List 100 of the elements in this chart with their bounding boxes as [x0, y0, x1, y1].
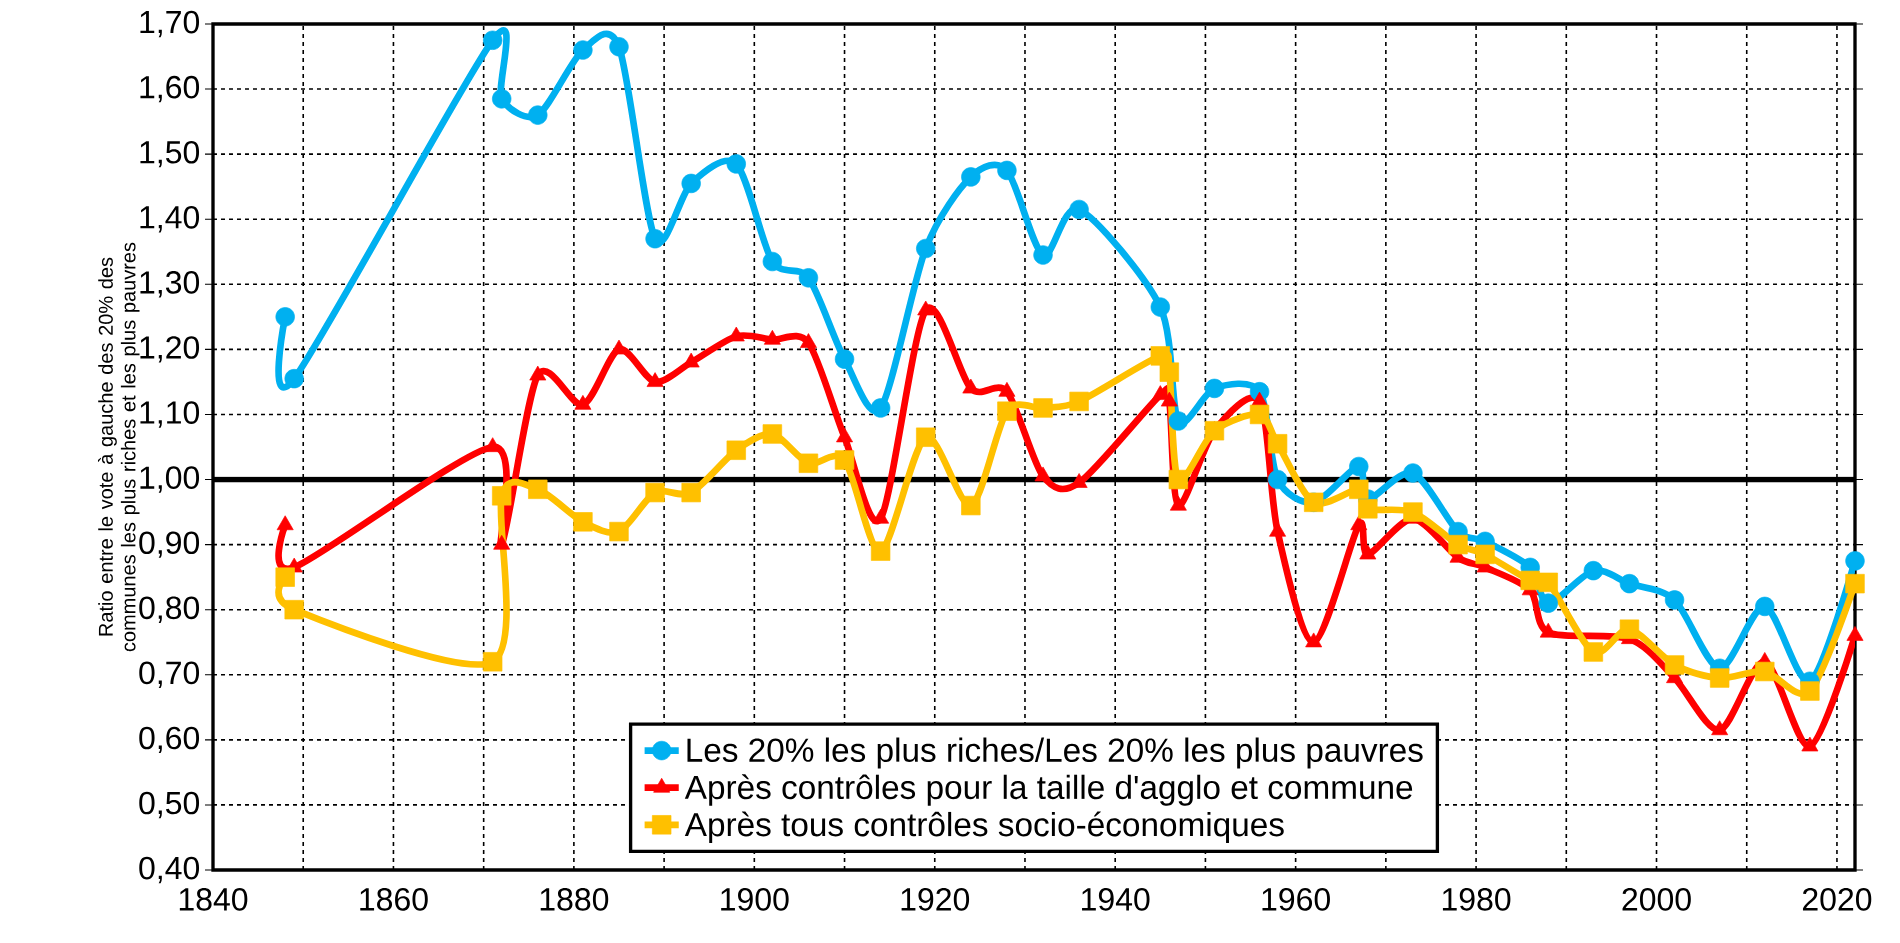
- point: [1168, 469, 1189, 490]
- point: [1801, 736, 1819, 752]
- point: [1664, 655, 1685, 675]
- y-tick-label: 0,40: [139, 856, 200, 884]
- point: [836, 427, 853, 443]
- point: [1350, 515, 1368, 531]
- point: [645, 229, 665, 249]
- point: [1448, 534, 1468, 555]
- point: [1159, 362, 1179, 382]
- point: [1846, 626, 1864, 641]
- y-tick-label: 0,60: [139, 726, 200, 754]
- y-tick-label: 1,20: [140, 336, 200, 363]
- point: [1168, 411, 1189, 431]
- point: [492, 486, 512, 506]
- y-tick-label: 1,10: [140, 401, 200, 428]
- y-tick-label: 0,70: [139, 661, 200, 688]
- point: [645, 482, 665, 503]
- x-tick-label: 1920: [901, 888, 970, 911]
- point: [681, 482, 701, 503]
- point: [492, 89, 512, 109]
- point: [1583, 642, 1604, 662]
- point: [1403, 463, 1423, 483]
- point: [1349, 479, 1369, 499]
- point: [834, 349, 855, 369]
- point: [681, 173, 701, 194]
- y-tick-label: 1,70: [140, 10, 200, 38]
- x-tick-label: 1880: [540, 888, 609, 911]
- point: [1709, 668, 1730, 688]
- x-tick-label: 1940: [1082, 888, 1150, 911]
- point: [483, 652, 503, 672]
- point: [1359, 544, 1377, 560]
- x-tick-label: 1840: [179, 888, 248, 911]
- point: [1069, 391, 1089, 412]
- point: [798, 453, 819, 473]
- point: [1033, 398, 1053, 418]
- point: [1267, 469, 1288, 490]
- y-tick-label: 1,50: [140, 140, 200, 168]
- point: [998, 382, 1016, 397]
- point: [1069, 199, 1089, 220]
- point: [284, 368, 304, 389]
- x-tick-label: 1900: [721, 888, 789, 911]
- point: [573, 512, 593, 532]
- point: [276, 515, 294, 531]
- legend-label: Après contrôles pour la taille d'agglo et commune: [684, 774, 1413, 806]
- point: [1755, 661, 1775, 682]
- point: [1305, 632, 1323, 648]
- point: [1403, 502, 1423, 522]
- point: [762, 251, 783, 272]
- legend-label: Les 20% les plus riches/Les 20% les plus pauvres: [687, 737, 1423, 769]
- point: [1619, 619, 1640, 639]
- point: [1845, 573, 1865, 594]
- point: [1800, 681, 1820, 701]
- point: [1711, 720, 1729, 736]
- point: [1539, 622, 1557, 638]
- point: [916, 427, 936, 447]
- point: [1033, 245, 1053, 265]
- point: [726, 154, 746, 174]
- point: [916, 238, 936, 259]
- x-tick-label: 1860: [360, 888, 428, 911]
- point: [1358, 499, 1378, 519]
- point: [1475, 544, 1495, 565]
- point: [275, 307, 295, 327]
- point: [528, 105, 548, 125]
- point: [1150, 346, 1170, 366]
- point: [1349, 456, 1369, 477]
- point: [1249, 404, 1270, 425]
- point: [961, 167, 981, 187]
- point: [528, 479, 548, 499]
- point: [1150, 297, 1170, 317]
- point: [1619, 573, 1640, 594]
- point: [1845, 551, 1865, 571]
- point: [870, 541, 891, 561]
- point: [609, 521, 629, 542]
- point: [284, 600, 304, 620]
- point: [573, 40, 593, 60]
- point: [762, 424, 783, 444]
- point: [1520, 570, 1540, 591]
- point: [1204, 421, 1225, 441]
- point: [1583, 560, 1604, 581]
- point: [726, 440, 746, 460]
- y-tick-label: 1,60: [140, 75, 200, 103]
- point: [1267, 434, 1288, 454]
- point: [870, 398, 891, 418]
- legend-label: Après tous contrôles socio-économiques: [684, 811, 1284, 843]
- point: [1538, 572, 1558, 593]
- y-tick-label: 1,00: [140, 466, 200, 493]
- y-tick-label: 0,90: [139, 531, 200, 558]
- y-tick-label: 0,80: [139, 596, 200, 623]
- point: [609, 37, 629, 57]
- y-tick-label: 1,30: [140, 271, 200, 298]
- x-tick-label: 2000: [1622, 888, 1691, 911]
- point: [997, 401, 1017, 421]
- point: [275, 567, 295, 587]
- point: [1755, 596, 1775, 617]
- point: [798, 268, 819, 288]
- point: [1538, 593, 1558, 613]
- point: [997, 160, 1017, 181]
- y-axis-title: Ratio entre le vote à gauche des 20% des communes les plus riches et les plus pauvres: [97, 242, 140, 652]
- x-tick-label: 1960: [1262, 888, 1330, 911]
- y-tick-label: 1,40: [140, 206, 200, 233]
